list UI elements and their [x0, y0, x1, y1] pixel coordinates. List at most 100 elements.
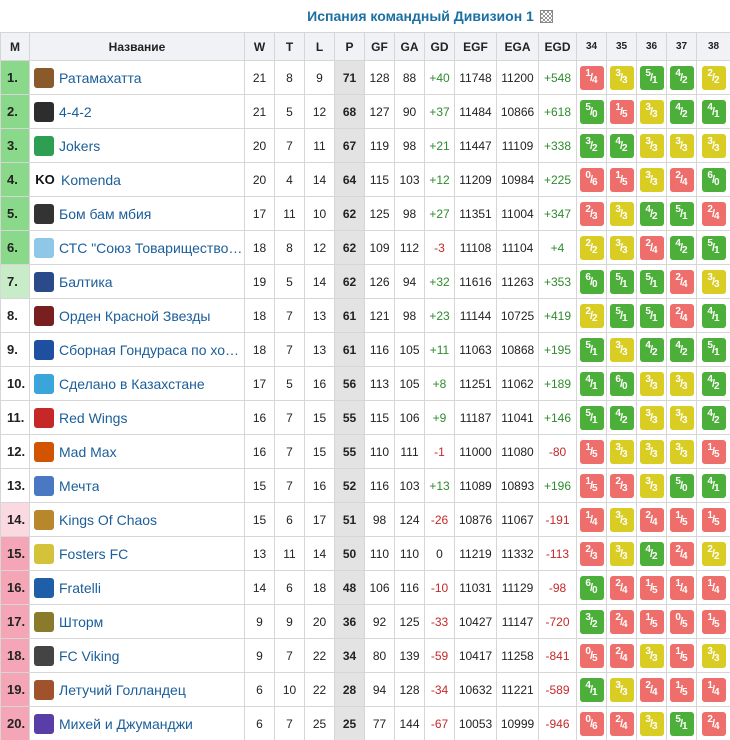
col-egf[interactable]: EGF: [454, 32, 497, 61]
match-result-badge[interactable]: 2/3: [579, 541, 604, 566]
match-result-badge[interactable]: 0/6: [579, 711, 604, 736]
match-result-badge[interactable]: 3/3: [639, 133, 664, 158]
match-result-badge[interactable]: 4/2: [669, 99, 694, 124]
match-result-badge[interactable]: 2/4: [639, 235, 664, 260]
match-result-badge[interactable]: 4/1: [701, 99, 726, 124]
match-result-badge[interactable]: 2/2: [701, 65, 726, 90]
match-result-badge[interactable]: 1/5: [701, 439, 726, 464]
team-link[interactable]: Red Wings: [59, 409, 128, 426]
team-link[interactable]: СТС "Союз Товарищество Сплочённости": [59, 239, 244, 256]
match-result-badge[interactable]: 2/4: [701, 201, 726, 226]
match-result-badge[interactable]: 1/5: [639, 575, 664, 600]
match-result-badge[interactable]: 2/4: [609, 643, 634, 668]
col-ga[interactable]: GA: [394, 32, 425, 61]
match-result-badge[interactable]: 4/2: [669, 65, 694, 90]
match-result-badge[interactable]: 0/5: [669, 609, 694, 634]
match-result-badge[interactable]: 2/4: [609, 575, 634, 600]
match-result-badge[interactable]: 3/3: [609, 235, 634, 260]
col-l[interactable]: L: [304, 32, 335, 61]
col-round[interactable]: 38: [696, 32, 730, 61]
match-result-badge[interactable]: 3/3: [701, 269, 726, 294]
match-result-badge[interactable]: 3/3: [701, 643, 726, 668]
match-result-badge[interactable]: 3/3: [639, 439, 664, 464]
col-round[interactable]: 35: [606, 32, 637, 61]
col-t[interactable]: T: [274, 32, 305, 61]
match-result-badge[interactable]: 3/3: [639, 711, 664, 736]
col-ega[interactable]: EGA: [496, 32, 539, 61]
team-link[interactable]: 4-4-2: [59, 103, 92, 120]
match-result-badge[interactable]: 5/0: [669, 473, 694, 498]
match-result-badge[interactable]: 5/1: [669, 201, 694, 226]
match-result-badge[interactable]: 1/4: [701, 575, 726, 600]
match-result-badge[interactable]: 5/1: [579, 405, 604, 430]
team-link[interactable]: Мечта: [59, 477, 100, 494]
match-result-badge[interactable]: 2/4: [669, 541, 694, 566]
match-result-badge[interactable]: 6/0: [579, 269, 604, 294]
checkered-flag-icon[interactable]: [539, 9, 553, 23]
col-gf[interactable]: GF: [364, 32, 395, 61]
match-result-badge[interactable]: 4/2: [701, 405, 726, 430]
team-link[interactable]: Jokers: [59, 137, 101, 154]
match-result-badge[interactable]: 3/3: [669, 133, 694, 158]
match-result-badge[interactable]: 4/2: [701, 371, 726, 396]
match-result-badge[interactable]: 5/0: [579, 99, 604, 124]
match-result-badge[interactable]: 3/3: [609, 337, 634, 362]
match-result-badge[interactable]: 3/3: [669, 371, 694, 396]
col-pos[interactable]: М: [0, 32, 30, 61]
match-result-badge[interactable]: 3/3: [609, 65, 634, 90]
match-result-badge[interactable]: 2/4: [701, 711, 726, 736]
match-result-badge[interactable]: 3/3: [609, 507, 634, 532]
match-result-badge[interactable]: 3/3: [639, 371, 664, 396]
col-round[interactable]: 36: [636, 32, 667, 61]
match-result-badge[interactable]: 4/2: [669, 235, 694, 260]
match-result-badge[interactable]: 2/4: [669, 303, 694, 328]
match-result-badge[interactable]: 2/4: [609, 609, 634, 634]
match-result-badge[interactable]: 4/1: [701, 473, 726, 498]
match-result-badge[interactable]: 6/0: [701, 167, 726, 192]
match-result-badge[interactable]: 4/2: [609, 133, 634, 158]
match-result-badge[interactable]: 3/3: [609, 541, 634, 566]
match-result-badge[interactable]: 3/3: [669, 439, 694, 464]
match-result-badge[interactable]: 6/0: [609, 371, 634, 396]
team-link[interactable]: Михей и Джуманджи: [59, 715, 193, 732]
match-result-badge[interactable]: 5/1: [639, 303, 664, 328]
match-result-badge[interactable]: 4/1: [579, 371, 604, 396]
team-link[interactable]: Шторм: [59, 613, 104, 630]
match-result-badge[interactable]: 2/4: [639, 507, 664, 532]
match-result-badge[interactable]: 1/5: [639, 609, 664, 634]
col-p[interactable]: P: [334, 32, 365, 61]
match-result-badge[interactable]: 2/4: [669, 167, 694, 192]
match-result-badge[interactable]: 3/3: [639, 99, 664, 124]
match-result-badge[interactable]: 3/3: [701, 133, 726, 158]
match-result-badge[interactable]: 1/5: [669, 643, 694, 668]
col-w[interactable]: W: [244, 32, 275, 61]
match-result-badge[interactable]: 5/1: [639, 65, 664, 90]
match-result-badge[interactable]: 1/5: [701, 609, 726, 634]
match-result-badge[interactable]: 3/3: [639, 643, 664, 668]
team-link[interactable]: Балтика: [59, 273, 113, 290]
team-link[interactable]: Ратамахатта: [59, 69, 142, 86]
match-result-badge[interactable]: 5/1: [609, 269, 634, 294]
match-result-badge[interactable]: 1/4: [701, 677, 726, 702]
match-result-badge[interactable]: 6/0: [579, 575, 604, 600]
match-result-badge[interactable]: 3/3: [609, 201, 634, 226]
team-link[interactable]: Сделано в Казахстане: [59, 375, 205, 392]
match-result-badge[interactable]: 5/1: [609, 303, 634, 328]
team-link[interactable]: Kings Of Chaos: [59, 511, 158, 528]
match-result-badge[interactable]: 2/4: [639, 677, 664, 702]
match-result-badge[interactable]: 1/5: [669, 507, 694, 532]
team-link[interactable]: Летучий Голландец: [59, 681, 186, 698]
match-result-badge[interactable]: 3/3: [609, 439, 634, 464]
match-result-badge[interactable]: 3/3: [639, 167, 664, 192]
match-result-badge[interactable]: 4/2: [639, 337, 664, 362]
match-result-badge[interactable]: 2/2: [579, 235, 604, 260]
match-result-badge[interactable]: 1/5: [579, 439, 604, 464]
match-result-badge[interactable]: 0/5: [579, 643, 604, 668]
match-result-badge[interactable]: 4/2: [639, 201, 664, 226]
match-result-badge[interactable]: 4/2: [639, 541, 664, 566]
team-link[interactable]: Бом бам мбия: [59, 205, 152, 222]
team-link[interactable]: Сборная Гондураса по хоккею: [59, 341, 244, 358]
match-result-badge[interactable]: 5/1: [579, 337, 604, 362]
match-result-badge[interactable]: 5/1: [701, 235, 726, 260]
match-result-badge[interactable]: 3/3: [639, 473, 664, 498]
